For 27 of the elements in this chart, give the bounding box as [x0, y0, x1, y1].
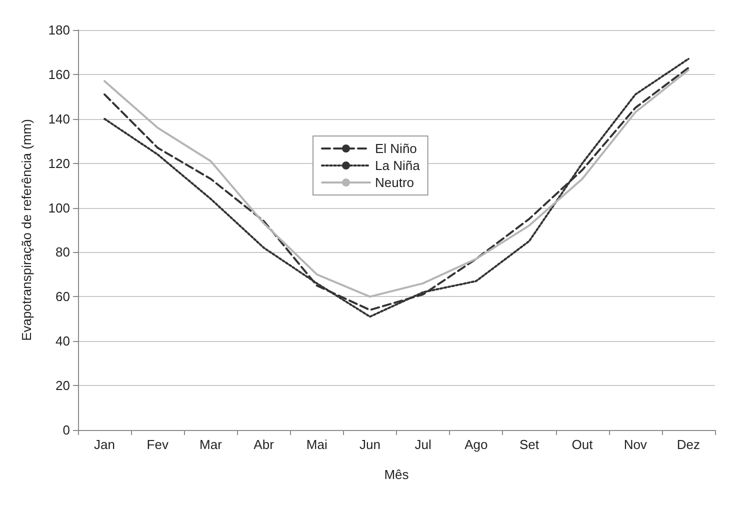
x-tick-label: Ago — [464, 437, 488, 452]
y-tick-label: 140 — [48, 111, 70, 126]
legend-label: El Niño — [375, 141, 417, 156]
x-tick-label: Dez — [676, 437, 700, 452]
x-tick-label: Nov — [624, 437, 648, 452]
y-tick-label: 180 — [48, 22, 70, 38]
x-tick-label: Mai — [306, 437, 328, 452]
y-axis-title: Evapotranspiração de referência (mm) — [19, 119, 34, 341]
x-tick-label: Abr — [254, 437, 275, 452]
legend-label: Neutro — [375, 175, 414, 190]
x-tick-label: Jan — [94, 437, 116, 452]
x-tick-label: Fev — [146, 437, 169, 452]
x-tick-label: Set — [519, 437, 540, 452]
y-tick-label: 100 — [48, 200, 70, 216]
legend-label: La Niña — [375, 158, 421, 173]
y-tick-label: 60 — [56, 289, 70, 304]
y-tick-label: 120 — [48, 156, 70, 171]
y-tick-label: 80 — [56, 244, 70, 260]
x-tick-label: Jun — [359, 437, 380, 452]
x-tick-label: Mar — [200, 437, 223, 452]
y-tick-label: 160 — [48, 66, 70, 82]
x-tick-label: Jul — [414, 437, 432, 452]
x-tick-label: Out — [572, 437, 594, 452]
y-tick-label: 20 — [56, 378, 70, 394]
x-axis-title: Mês — [384, 467, 410, 482]
y-tick-label: 0 — [62, 422, 70, 438]
y-tick-label: 40 — [56, 334, 70, 349]
